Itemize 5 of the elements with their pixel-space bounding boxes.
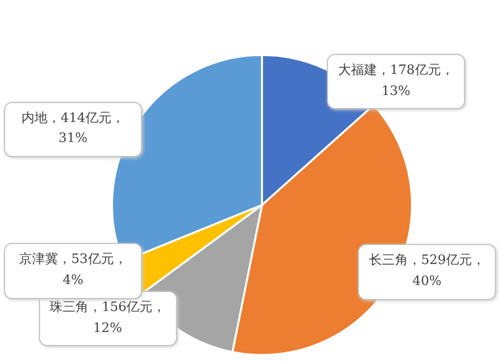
slice-label: 内地，414亿元，31% [4,102,142,158]
slice-label: 京津冀，53亿元，4% [4,242,142,299]
slice-label: 长三角，529亿元，40% [358,244,496,300]
slice-label: 大福建，178亿元，13% [326,54,465,110]
slice-label: 珠三角，156亿元，12% [38,290,177,346]
